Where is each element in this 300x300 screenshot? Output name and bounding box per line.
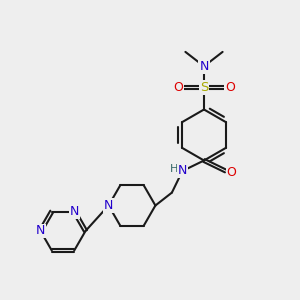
- Text: H: H: [170, 164, 178, 175]
- Text: N: N: [178, 164, 187, 178]
- Text: O: O: [225, 81, 235, 94]
- Text: N: N: [70, 205, 79, 218]
- Text: O: O: [227, 166, 236, 179]
- Text: S: S: [200, 81, 208, 94]
- Text: N: N: [104, 199, 113, 212]
- Text: N: N: [199, 60, 209, 73]
- Text: O: O: [173, 81, 183, 94]
- Text: N: N: [36, 224, 45, 238]
